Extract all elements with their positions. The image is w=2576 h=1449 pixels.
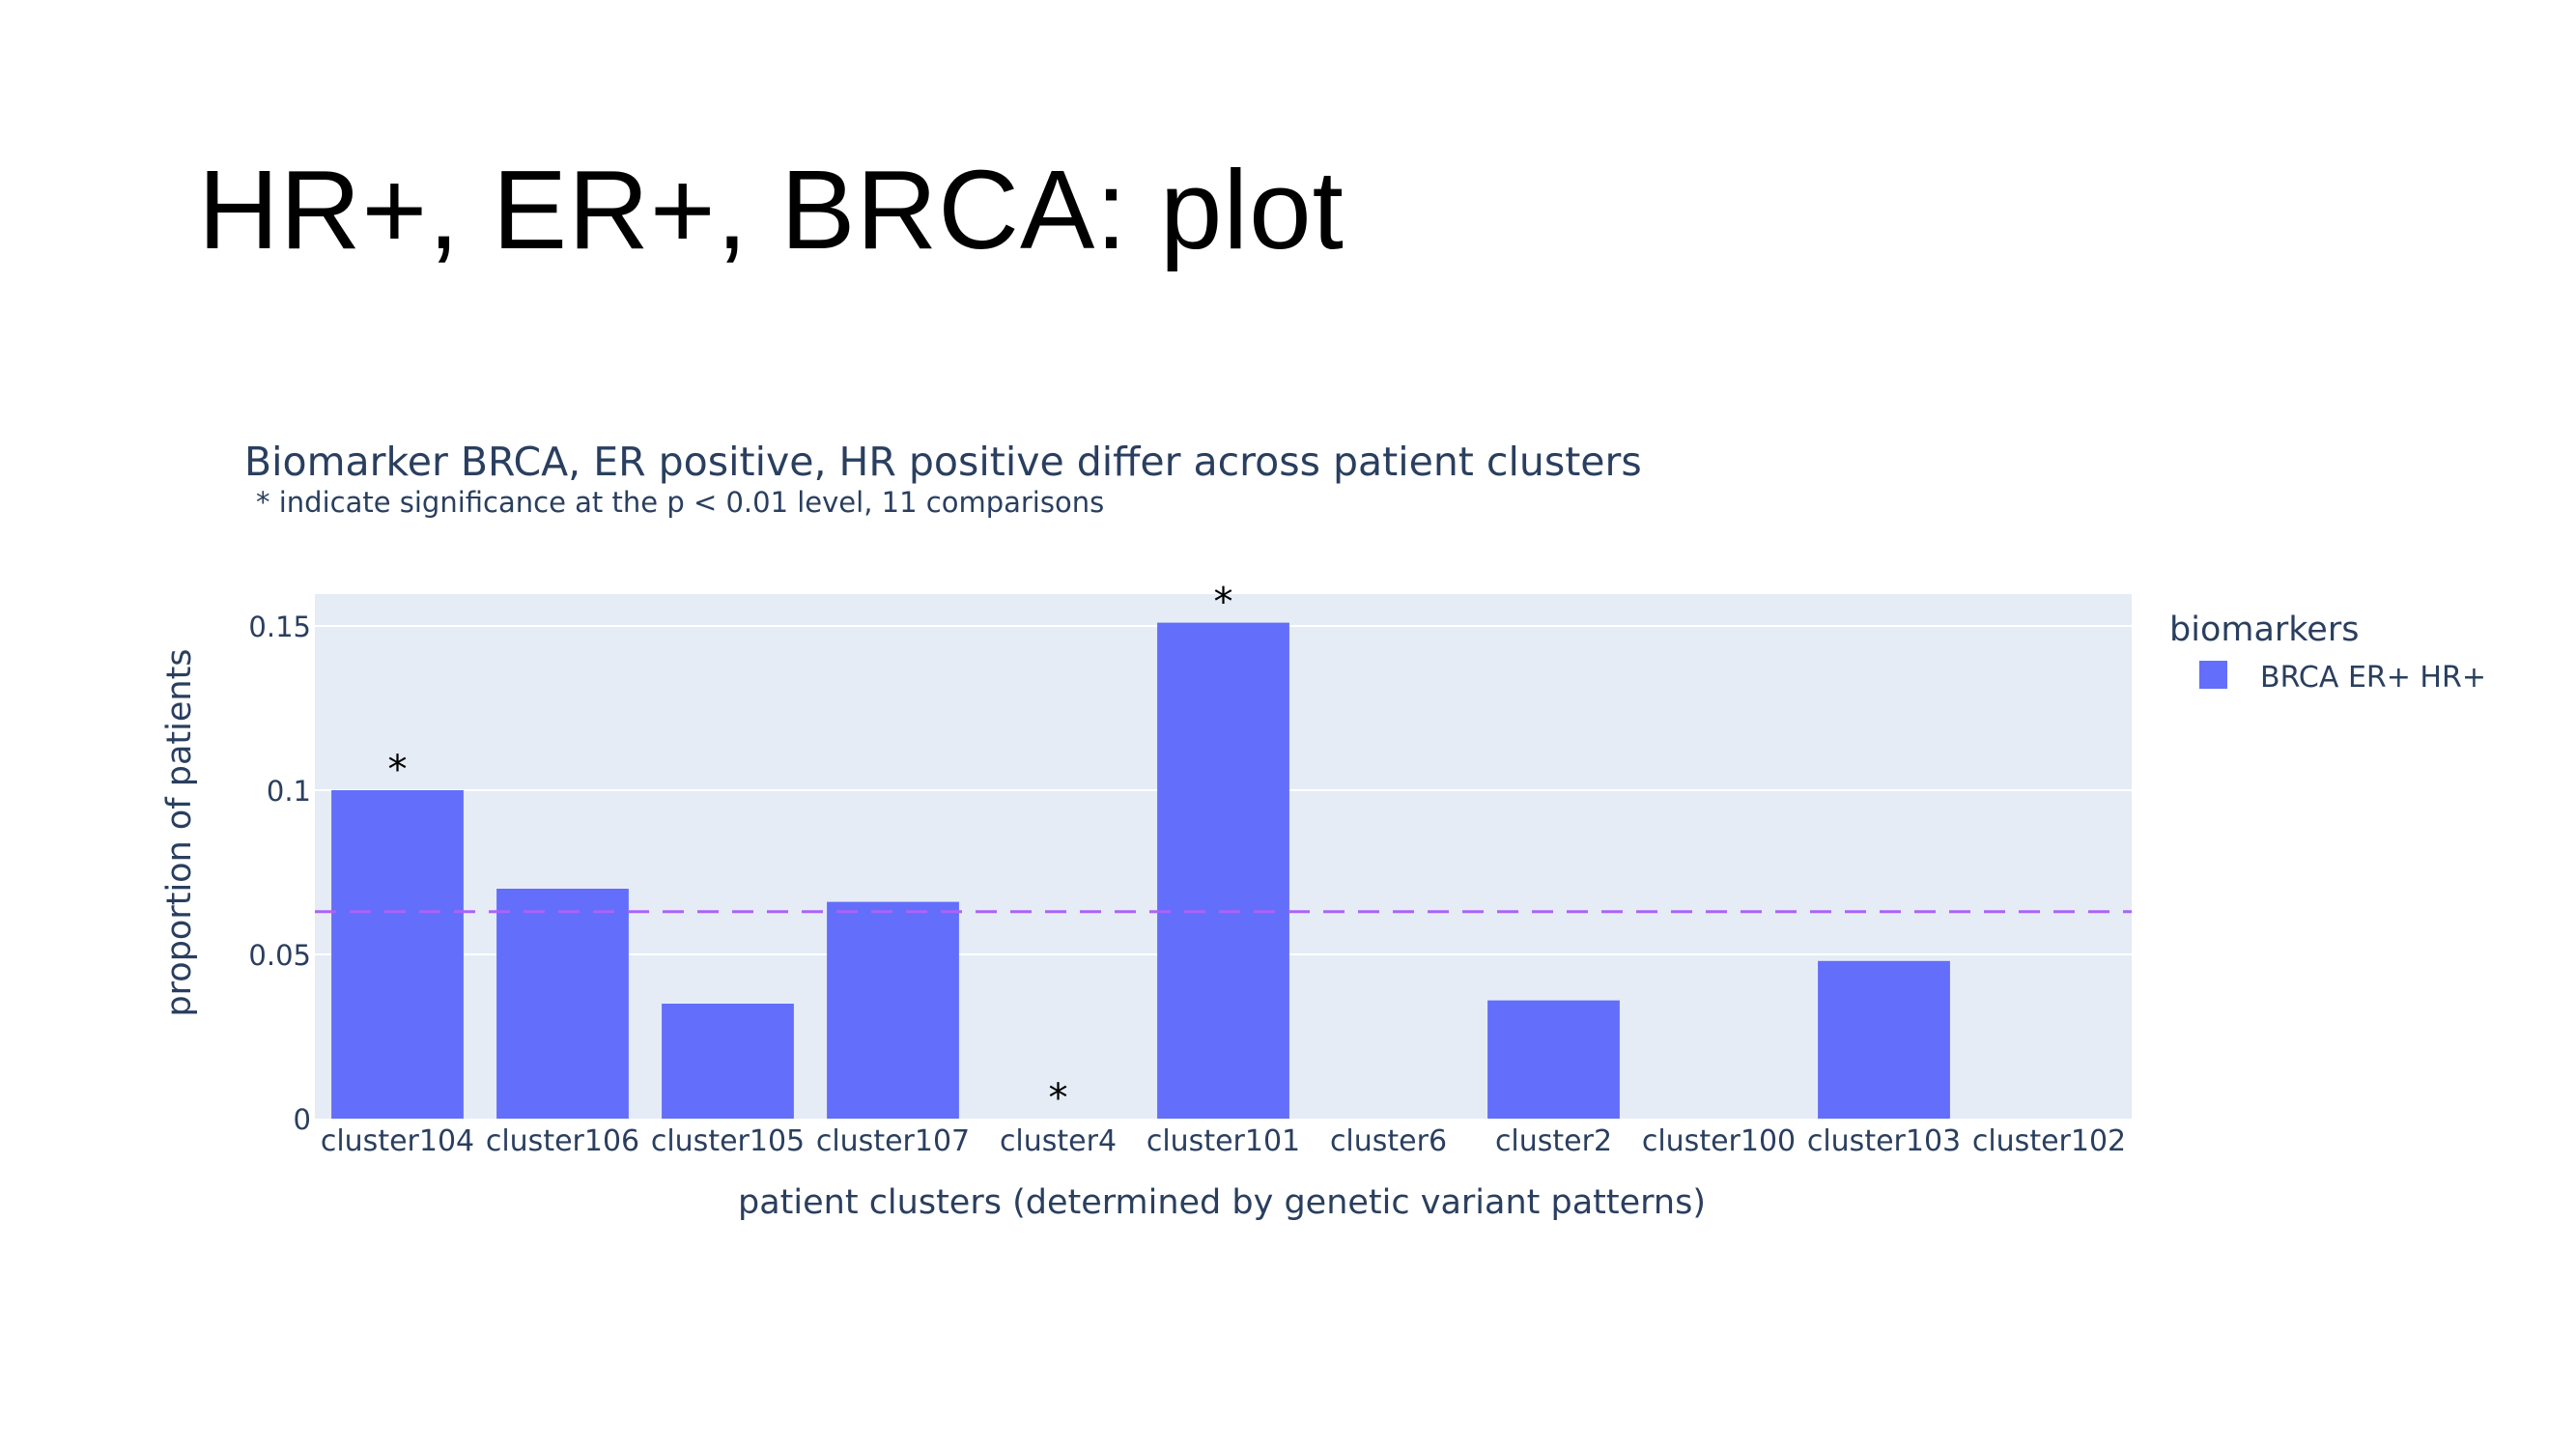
x-tick-label: cluster102 [1972,1124,2126,1158]
x-tick-label: cluster2 [1495,1124,1612,1158]
legend-swatch [2199,661,2227,689]
y-axis-label: proportion of patients [160,648,199,1016]
bar-cluster2 [1487,1000,1620,1119]
x-tick-label: cluster100 [1642,1124,1796,1158]
x-axis-ticks: cluster104 cluster106 cluster105 cluster107… [321,1124,2126,1158]
x-tick-label: cluster107 [816,1124,970,1158]
legend-entry: BRCA ER+ HR+ [2260,661,2486,695]
significance-marker-cluster4: * [1049,1076,1068,1121]
x-tick-label: cluster6 [1330,1124,1447,1158]
x-tick-label: cluster106 [486,1124,639,1158]
bar-cluster106 [496,889,629,1119]
y-tick-label: 0.15 [248,611,311,643]
legend-title: biomarkers [2169,611,2359,649]
x-tick-label: cluster101 [1146,1124,1300,1158]
x-tick-label: cluster104 [321,1124,474,1158]
significance-markers: * * * [388,581,1233,1121]
y-tick-label: 0.05 [248,939,311,972]
x-axis-label: patient clusters (determined by genetic … [738,1183,1706,1222]
chart-title: Biomarker BRCA, ER positive, HR positive… [244,439,1642,485]
x-tick-label: cluster103 [1807,1124,1961,1158]
significance-marker-cluster104: * [388,748,408,792]
bar-cluster103 [1818,960,1950,1119]
bar-cluster105 [662,1004,794,1119]
x-tick-label: cluster4 [1000,1124,1117,1158]
y-tick-label: 0 [294,1103,311,1136]
significance-marker-cluster101: * [1214,581,1233,625]
bar-cluster101 [1157,622,1289,1119]
y-tick-label: 0.1 [267,775,311,808]
legend: biomarkers BRCA ER+ HR+ [2169,611,2486,695]
bar-cluster104 [331,790,464,1119]
chart-subtitle: * indicate significance at the p < 0.01 … [256,486,1104,519]
x-tick-label: cluster105 [651,1124,805,1158]
slide-title: HR+, ER+, BRCA: plot [198,147,1345,272]
y-axis-ticks: 0 0.05 0.1 0.15 [248,611,311,1136]
bars [331,622,1950,1119]
bar-cluster107 [827,901,959,1119]
